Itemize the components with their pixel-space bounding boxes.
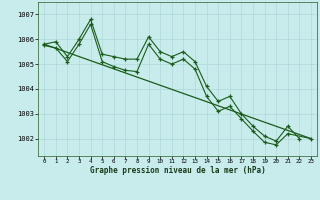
X-axis label: Graphe pression niveau de la mer (hPa): Graphe pression niveau de la mer (hPa): [90, 166, 266, 175]
